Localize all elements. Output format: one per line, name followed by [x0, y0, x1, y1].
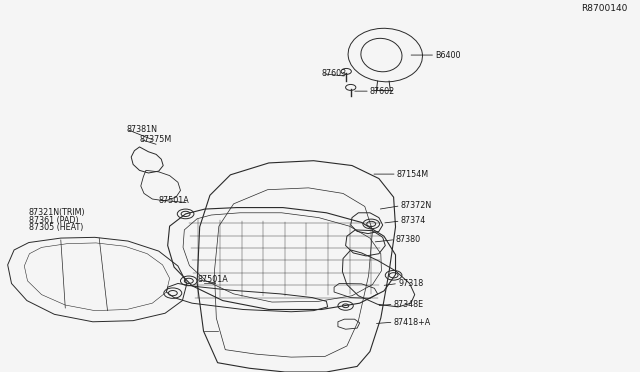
Text: 97318: 97318 [398, 279, 423, 288]
Text: 87603: 87603 [322, 69, 347, 78]
Text: 87375M: 87375M [140, 135, 172, 144]
Text: 87418+A: 87418+A [394, 318, 431, 327]
Text: 87372N: 87372N [401, 201, 432, 210]
Text: 87374: 87374 [401, 217, 426, 225]
Text: 87305 (HEAT): 87305 (HEAT) [29, 223, 83, 232]
Text: 87501A: 87501A [197, 275, 228, 284]
Text: 87501A: 87501A [159, 196, 189, 205]
Text: 87361 (PAD): 87361 (PAD) [29, 216, 79, 225]
Text: 87321N(TRIM): 87321N(TRIM) [29, 208, 85, 217]
Text: 87154M: 87154M [397, 170, 429, 179]
Text: 87348E: 87348E [394, 300, 424, 309]
Text: 87381N: 87381N [126, 125, 157, 134]
Text: 87380: 87380 [396, 235, 420, 244]
Text: R8700140: R8700140 [581, 4, 627, 13]
Text: B6400: B6400 [435, 51, 461, 60]
Text: 87602: 87602 [370, 87, 395, 96]
